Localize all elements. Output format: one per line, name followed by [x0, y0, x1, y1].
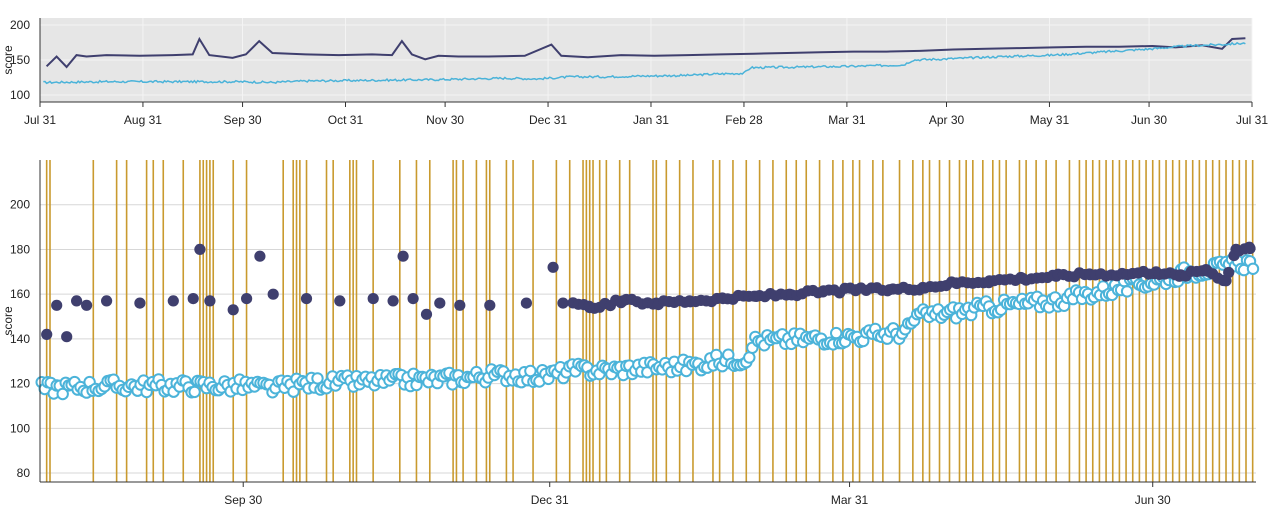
- dark-point: [71, 295, 83, 307]
- x-tick-label: Oct 31: [328, 113, 364, 127]
- dark-point: [134, 297, 146, 309]
- detail-chart[interactable]: 80 100 120 140 160 180 200 Sep 30 Dec 31 Mar 31 J…: [1, 160, 1260, 507]
- dark-point: [204, 295, 216, 307]
- y-tick-label: 200: [10, 198, 30, 212]
- light-point: [1246, 262, 1260, 275]
- y-tick-label: 100: [10, 88, 30, 102]
- light-point: [524, 364, 537, 378]
- dark-point: [484, 299, 496, 311]
- dark-point: [41, 328, 53, 340]
- dark-point: [334, 295, 346, 307]
- overview-series: [43, 36, 1246, 85]
- overview-y-axis-title: score: [1, 45, 15, 75]
- x-tick-label: Jul 31: [1236, 113, 1268, 127]
- dark-point: [101, 295, 113, 307]
- y-tick-label: 120: [10, 377, 30, 391]
- x-tick-label: Jun 30: [1135, 493, 1171, 507]
- dark-point: [227, 304, 239, 316]
- x-tick-label: Dec 31: [529, 113, 567, 127]
- dark-point: [241, 293, 253, 305]
- x-tick-label: Jul 31: [24, 113, 56, 127]
- y-tick-label: 160: [10, 287, 30, 301]
- dark-point: [367, 293, 379, 305]
- dark-point: [167, 295, 179, 307]
- overview-chart[interactable]: 100 150 200 Jul 31 Aug 31 Sep 30 Oct 31 Nov 30…: [1, 18, 1268, 127]
- light-point: [188, 385, 201, 399]
- dark-point: [194, 243, 206, 255]
- x-tick-label: Feb 28: [725, 113, 763, 127]
- dark-point: [454, 299, 466, 311]
- x-tick-label: Sep 30: [224, 493, 262, 507]
- detail-y-axis: 80 100 120 140 160 180 200: [10, 160, 41, 482]
- dark-point: [51, 299, 63, 311]
- dark-point: [407, 293, 419, 305]
- dark-point: [1217, 274, 1229, 287]
- y-tick-label: 80: [17, 466, 31, 480]
- dark-point: [557, 297, 569, 309]
- light-point: [311, 372, 324, 385]
- light-point: [830, 326, 843, 340]
- x-tick-label: Nov 30: [426, 113, 464, 127]
- overview-x-axis: Jul 31 Aug 31 Sep 30 Oct 31 Nov 30 Dec 31 Jan …: [24, 101, 1268, 127]
- x-tick-label: Sep 30: [224, 113, 262, 127]
- overview-line-light: [43, 41, 1246, 85]
- dark-point: [81, 299, 93, 311]
- detail-plot-background: [40, 160, 1256, 482]
- dark-point: [397, 250, 409, 262]
- y-tick-label: 200: [10, 18, 30, 32]
- light-point: [56, 387, 69, 401]
- dark-point: [267, 288, 279, 300]
- dark-point: [387, 295, 399, 307]
- y-tick-label: 150: [10, 53, 30, 67]
- overview-line-dark: [45, 36, 1246, 69]
- dark-point: [61, 331, 73, 343]
- y-tick-label: 100: [10, 421, 30, 435]
- dark-point: [1244, 242, 1256, 255]
- dark-point: [420, 308, 433, 320]
- x-tick-label: Dec 31: [531, 493, 569, 507]
- detail-x-axis: Sep 30 Dec 31 Mar 31 Jun 30: [40, 481, 1256, 507]
- dark-point: [547, 261, 559, 273]
- dark-point: [434, 297, 446, 309]
- dark-point: [1223, 266, 1235, 279]
- light-point: [1120, 285, 1134, 298]
- x-tick-label: Mar 31: [831, 493, 869, 507]
- dark-point: [254, 250, 266, 262]
- dark-point: [520, 297, 533, 309]
- x-tick-label: May 31: [1030, 113, 1070, 127]
- dark-point: [300, 293, 313, 305]
- overview-gridlines: [39, 18, 1253, 102]
- dark-point: [187, 293, 199, 305]
- x-tick-label: Jan 31: [633, 113, 669, 127]
- detail-y-axis-title: score: [1, 306, 15, 336]
- y-tick-label: 140: [10, 332, 30, 346]
- x-tick-label: Aug 31: [124, 113, 162, 127]
- x-tick-label: Jun 30: [1131, 113, 1167, 127]
- detail-series: [35, 241, 1260, 401]
- x-tick-label: Mar 31: [828, 113, 866, 127]
- x-tick-label: Apr 30: [929, 113, 965, 127]
- overview-y-axis: 100 150 200: [10, 18, 41, 102]
- y-tick-label: 180: [10, 242, 30, 256]
